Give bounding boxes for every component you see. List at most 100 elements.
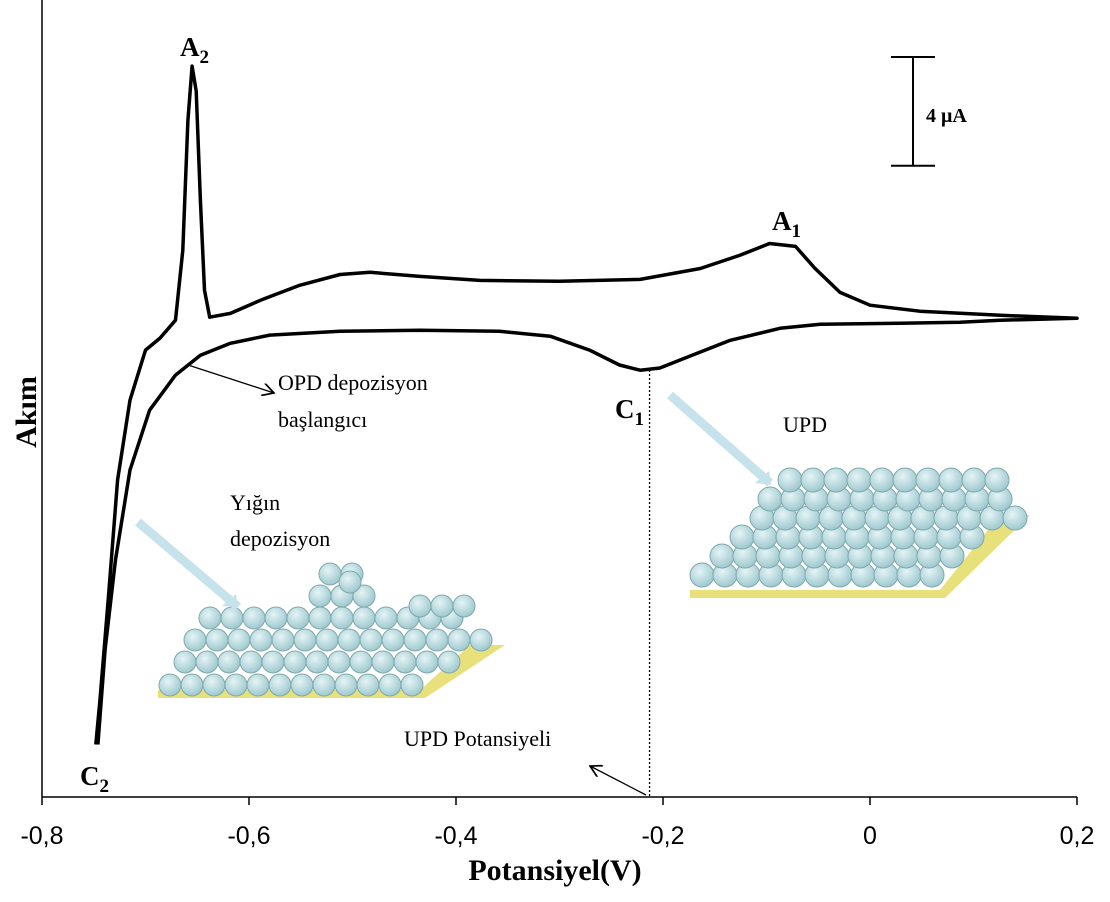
- sphere: [777, 467, 803, 493]
- sphere: [869, 467, 895, 493]
- sphere: [217, 650, 241, 674]
- x-tick-label: 0: [863, 822, 877, 850]
- sphere: [198, 606, 222, 630]
- sphere: [183, 628, 207, 652]
- sphere: [352, 606, 376, 630]
- sphere: [430, 594, 454, 618]
- sphere: [452, 594, 476, 618]
- sphere: [352, 584, 376, 608]
- sphere: [242, 606, 266, 630]
- annotation: Yığın: [230, 490, 280, 515]
- sphere: [312, 673, 336, 697]
- sphere: [195, 650, 219, 674]
- sphere: [180, 673, 204, 697]
- arrow-deco: [667, 391, 773, 487]
- sphere: [305, 650, 329, 674]
- arrow-deco: [135, 518, 241, 611]
- sphere: [338, 570, 362, 594]
- sphere: [757, 486, 783, 512]
- peak-sub: 2: [200, 47, 210, 68]
- peak-sub: 1: [635, 409, 645, 430]
- sphere: [961, 467, 987, 493]
- arrow-deco: [222, 594, 238, 607]
- annotation: depozisyon: [230, 526, 330, 551]
- sphere: [264, 606, 288, 630]
- peak-sub: 2: [100, 776, 110, 797]
- y-axis-label: Akım: [10, 376, 43, 448]
- annotation: UPD: [783, 412, 827, 437]
- sphere: [469, 628, 493, 652]
- sphere: [220, 606, 244, 630]
- peak-letter: C: [80, 761, 100, 791]
- sphere: [374, 606, 398, 630]
- sphere: [158, 673, 182, 697]
- sphere: [315, 628, 339, 652]
- x-tick-label: -0,6: [227, 822, 270, 850]
- peak-label: A2: [180, 32, 209, 68]
- scale-bar-label: 4 μA: [926, 105, 967, 127]
- sphere: [261, 650, 285, 674]
- sphere: [393, 650, 417, 674]
- sphere: [729, 524, 755, 550]
- sphere: [268, 673, 292, 697]
- sphere: [205, 628, 229, 652]
- sphere: [308, 606, 332, 630]
- annotation: UPD Potansiyeli: [404, 726, 551, 751]
- sphere: [846, 467, 872, 493]
- sphere: [371, 650, 395, 674]
- sphere: [1002, 505, 1028, 531]
- sphere: [318, 562, 342, 586]
- sphere: [249, 628, 273, 652]
- sphere: [359, 628, 383, 652]
- sphere: [327, 650, 351, 674]
- peak-label: C1: [615, 394, 644, 430]
- sphere: [293, 628, 317, 652]
- annotation-arrow: [187, 364, 274, 393]
- sphere: [892, 467, 918, 493]
- sphere: [330, 606, 354, 630]
- peak-letter: A: [180, 32, 200, 62]
- sphere: [290, 673, 314, 697]
- annotation: başlangıcı: [278, 407, 367, 432]
- annotation: OPD depozisyon: [278, 370, 428, 395]
- x-axis-label: Potansiyel(V): [468, 854, 641, 887]
- sphere: [308, 584, 332, 608]
- sphere: [227, 628, 251, 652]
- peak-label: C2: [80, 761, 109, 797]
- sphere: [283, 650, 307, 674]
- peak-letter: C: [615, 394, 635, 424]
- sphere: [334, 673, 358, 697]
- x-tick-label: -0,2: [641, 822, 684, 850]
- sphere: [447, 628, 471, 652]
- sphere: [938, 467, 964, 493]
- annotation-arrow: [590, 766, 647, 796]
- peak-letter: A: [772, 206, 792, 236]
- peak-sub: 1: [792, 221, 802, 242]
- x-tick-label: -0,4: [434, 822, 477, 850]
- sphere: [709, 543, 735, 569]
- sphere: [800, 467, 826, 493]
- sphere: [689, 562, 715, 588]
- sphere: [202, 673, 226, 697]
- sphere: [173, 650, 197, 674]
- sphere: [246, 673, 270, 697]
- illustration: [158, 467, 1030, 698]
- sphere: [224, 673, 248, 697]
- arrow-deco: [755, 471, 771, 485]
- sphere: [381, 628, 405, 652]
- sphere: [337, 628, 361, 652]
- x-tick-label: 0,2: [1060, 822, 1095, 850]
- sphere: [984, 467, 1010, 493]
- sphere: [400, 673, 424, 697]
- sphere: [271, 628, 295, 652]
- sphere: [378, 673, 402, 697]
- sphere: [239, 650, 263, 674]
- sphere: [408, 594, 432, 618]
- peak-label: A1: [772, 206, 801, 242]
- sphere: [415, 650, 439, 674]
- sphere: [425, 628, 449, 652]
- cv-curve: [94, 64, 1079, 745]
- sphere: [403, 628, 427, 652]
- sphere: [286, 606, 310, 630]
